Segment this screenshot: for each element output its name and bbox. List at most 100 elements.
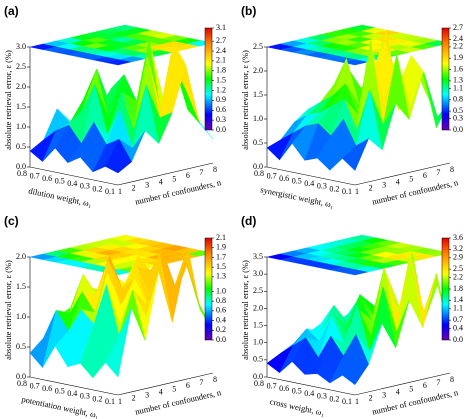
panel-label: (b)	[241, 4, 256, 18]
colorbar-tick-label: 2.2	[453, 42, 463, 51]
colorbar	[441, 237, 450, 341]
y-tick-label: 0.2	[329, 184, 339, 193]
z-axis-title: absolute retrieval error, ε (%)	[240, 50, 250, 150]
z-tick-label: 1.0	[16, 312, 26, 321]
surface-cell	[105, 307, 132, 378]
x-tick-label: 8	[213, 375, 217, 384]
y-tick-label: 0.5	[292, 177, 302, 186]
colorbar-tick-label: 3.6	[453, 233, 463, 242]
z-axis-title: absolute retrieval error, ε (%)	[3, 260, 13, 360]
x-tick-label: 4	[159, 387, 163, 396]
colorbar-tick-label: 1.9	[453, 53, 463, 62]
colorbar-tick-label: 1.3	[453, 76, 463, 85]
colorbar-tick-label: 0.0	[216, 335, 226, 344]
panel: (c)0.00.51.01.52.01 2 3 4 5 6 7 80.10.20.30.40.…	[3, 214, 226, 419]
x-tick-label: 2	[369, 184, 373, 193]
x-tick-label: 6	[423, 381, 427, 390]
z-tick-label: 2.5	[253, 42, 263, 51]
y-axis	[266, 376, 356, 396]
y-tick-label: 0.5	[55, 177, 65, 186]
x-tick-label: 2	[132, 394, 136, 403]
z-tick-label: 0.0	[16, 372, 26, 381]
colorbar-tick-label: 0.2	[216, 325, 226, 334]
colorbar-tick-label: 1.4	[453, 295, 463, 304]
z-tick-label: 1.5	[253, 320, 263, 329]
colorbar-tick-label: 2.4	[453, 34, 463, 43]
y-tick-label: 0.4	[67, 389, 77, 398]
y-tick-label: 0.4	[67, 179, 77, 188]
colorbar-tick-label: 3.1	[216, 23, 226, 32]
y-tick-label: 0.7	[267, 381, 277, 390]
y-tick-label: 0.2	[329, 394, 339, 403]
colorbar-tick-label: 0.4	[453, 323, 463, 332]
colorbar-tick-label: 1.8	[453, 284, 463, 293]
y-tick-label: 0.6	[42, 384, 52, 393]
y-tick-label: 0.1	[342, 187, 352, 196]
x-tick-label: 8	[450, 165, 454, 174]
z-tick-label: 0.5	[253, 138, 263, 147]
top-map-cell	[111, 24, 138, 31]
surface-cell	[342, 138, 370, 172]
z-axis-title: absolute retrieval error, ε (%)	[3, 50, 13, 150]
colorbar-tick-label: 1.8	[216, 66, 226, 75]
z-tick-label: 1.0	[253, 338, 263, 347]
colorbar-tick-label: 1.5	[216, 262, 226, 271]
y-tick-label: 0.3	[80, 392, 90, 401]
y-axis	[266, 166, 356, 186]
z-tick-label: 1.5	[253, 90, 263, 99]
top-map-cell	[111, 234, 138, 241]
z-tick-label: 0.5	[16, 142, 26, 151]
colorbar	[441, 27, 450, 131]
z-tick-label: 1.0	[253, 114, 263, 123]
y-tick-label: 0.6	[279, 174, 289, 183]
colorbar-tick-label: 0.6	[216, 105, 226, 114]
x-tick-label: 3	[145, 181, 149, 190]
colorbar-tick-label: 1.2	[216, 85, 226, 94]
surface-cell	[105, 138, 132, 174]
x-axis	[117, 372, 214, 396]
colorbar-tick-label: 1.1	[453, 83, 463, 92]
x-tick-label: 6	[186, 381, 190, 390]
surface-cell	[342, 333, 369, 386]
x-tick-label: 6	[423, 171, 427, 180]
colorbar-tick-label: 2.2	[453, 272, 463, 281]
panel-label: (d)	[241, 214, 256, 228]
y-axis	[29, 166, 119, 186]
y-tick-label: 0.8	[254, 169, 264, 178]
x-tick-label: 1	[355, 187, 359, 196]
y-tick-label: 0.3	[317, 392, 327, 401]
y-tick-label: 0.2	[92, 394, 102, 403]
y-axis	[29, 376, 119, 396]
y-tick-label: 0.8	[254, 379, 264, 388]
z-tick-label: 3.5	[253, 252, 263, 261]
y-tick-label: 0.7	[30, 171, 40, 180]
colorbar-tick-label: 1.6	[453, 64, 463, 73]
z-tick-label: 3.0	[16, 42, 26, 51]
y-tick-label: 0.7	[30, 381, 40, 390]
top-map-cell	[348, 24, 375, 31]
z-tick-label: 2.5	[253, 286, 263, 295]
z-tick-label: 2.0	[253, 66, 263, 75]
colorbar-tick-label: 0.8	[453, 95, 463, 104]
colorbar-tick-label: 1.5	[216, 75, 226, 84]
panel: (a)0.00.51.01.52.02.53.01 2 3 4 5 6 7 80.10.20.…	[3, 4, 226, 208]
z-tick-label: 3.0	[253, 269, 263, 278]
colorbar-tick-label: 1.3	[216, 272, 226, 281]
z-tick-label: 0.0	[253, 372, 263, 381]
x-tick-label: 7	[199, 378, 203, 387]
x-tick-label: 8	[450, 375, 454, 384]
x-tick-label: 5	[172, 384, 176, 393]
colorbar-tick-label: 0.0	[216, 125, 226, 134]
z-tick-label: 2.0	[16, 252, 26, 261]
x-tick-label: 3	[382, 181, 386, 190]
x-tick-label: 3	[382, 391, 386, 400]
y-tick-label: 0.1	[105, 187, 115, 196]
colorbar-tick-label: 2.1	[216, 56, 226, 65]
y-tick-label: 0.5	[292, 387, 302, 396]
y-tick-label: 0.8	[17, 379, 27, 388]
top-map-cell	[348, 234, 375, 241]
colorbar-tick-label: 0.0	[453, 125, 463, 134]
colorbar-tick-label: 1.1	[453, 304, 463, 313]
panel: (b)0.00.51.01.52.02.51 2 3 4 5 6 7 80.10.20.30.…	[240, 4, 463, 209]
y-tick-label: 0.4	[304, 179, 314, 188]
